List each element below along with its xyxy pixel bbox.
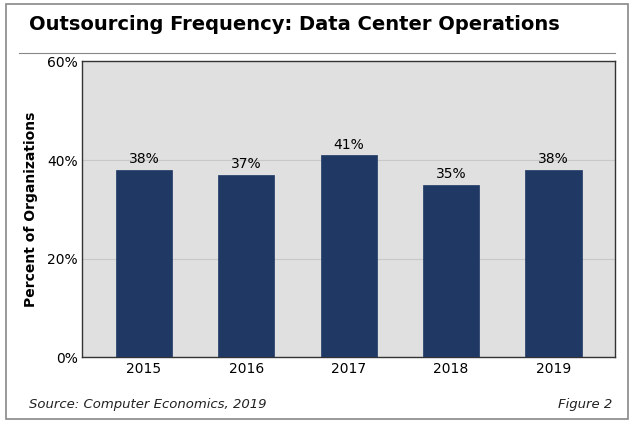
Bar bbox=[321, 155, 377, 357]
Y-axis label: Percent of Organizations: Percent of Organizations bbox=[25, 112, 39, 307]
Bar bbox=[526, 170, 582, 357]
Bar bbox=[423, 185, 479, 357]
Text: 37%: 37% bbox=[231, 157, 262, 171]
Text: 41%: 41% bbox=[333, 137, 364, 152]
Text: 38%: 38% bbox=[129, 152, 159, 166]
Bar bbox=[116, 170, 172, 357]
Text: Outsourcing Frequency: Data Center Operations: Outsourcing Frequency: Data Center Opera… bbox=[29, 15, 559, 34]
Text: 38%: 38% bbox=[538, 152, 569, 166]
Text: Figure 2: Figure 2 bbox=[557, 398, 612, 411]
Bar bbox=[218, 175, 275, 357]
Text: Source: Computer Economics, 2019: Source: Computer Economics, 2019 bbox=[29, 398, 266, 411]
Text: 35%: 35% bbox=[436, 167, 467, 181]
